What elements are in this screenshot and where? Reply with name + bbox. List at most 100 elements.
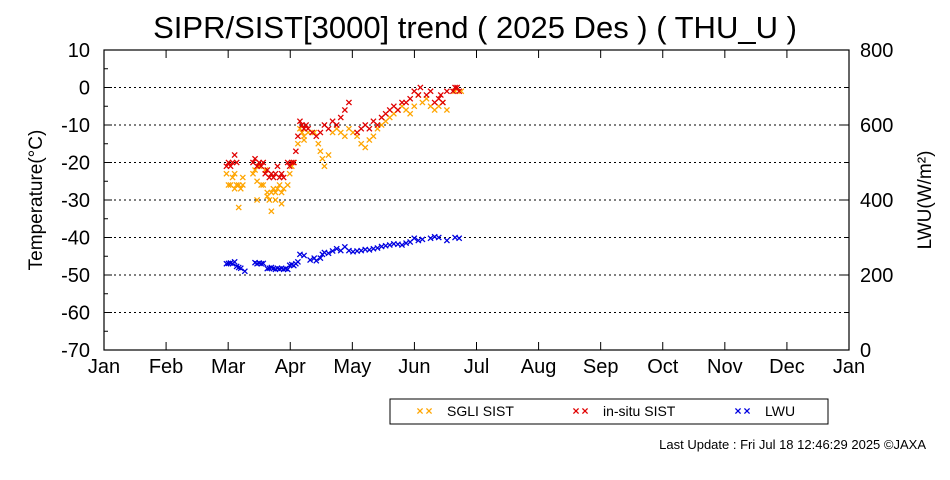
marker-stroke [366,125,373,132]
data-point-in-situ-sist [443,88,450,95]
marker-stroke [337,114,344,121]
data-point-in-situ-sist [227,163,234,170]
marker-stroke [227,259,234,267]
marker-stroke [394,106,401,114]
data-point-sgli-sist [300,136,308,144]
y-tick-label-left: -20 [61,153,90,175]
marker-stroke [333,121,340,129]
legend-item-sgli-sist: SGLI SIST [416,403,514,419]
data-point-sgli-sist [249,170,257,177]
data-point-in-situ-sist [258,163,265,170]
marker-stroke [239,174,246,181]
marker-stroke [386,241,393,249]
data-point-in-situ-sist [270,174,277,181]
data-point-sgli-sist [370,133,377,140]
marker-stroke [270,174,277,181]
marker-stroke [341,133,348,140]
marker-stroke [345,247,352,254]
marker-stroke [284,181,291,189]
marker-stroke [239,181,246,189]
marker-stroke [439,99,446,106]
data-point-in-situ-sist [337,114,344,121]
marker-stroke [427,88,434,95]
marker-stroke [237,265,244,272]
data-point-in-situ-sist [303,121,310,129]
marker-stroke [411,235,418,242]
y-tick-label-right: 200 [860,265,893,287]
y-tick-label-right: 0 [860,340,871,362]
marker-stroke [416,407,424,415]
marker-stroke [572,407,580,415]
data-point-lwu [333,245,340,252]
marker-stroke [317,148,324,155]
marker-stroke [260,260,267,267]
marker-stroke [278,170,285,177]
marker-stroke [456,88,463,95]
data-point-lwu [443,237,450,244]
data-point-in-situ-sist [456,88,463,95]
data-point-in-situ-sist [280,174,287,181]
x-tick-label: Jun [398,356,430,378]
marker-stroke [329,247,336,255]
marker-stroke [382,242,389,249]
data-point-sgli-sist [260,181,267,189]
data-point-lwu [296,251,304,258]
data-point-in-situ-sist [427,88,434,95]
legend-marker [581,407,589,415]
marker-stroke [264,265,271,272]
marker-stroke [294,133,301,140]
data-point-sgli-sist [254,196,261,204]
chart-title: SIPR/SIST[3000] trend ( 2025 Des ) ( THU… [153,10,797,45]
marker-stroke [443,237,450,244]
marker-stroke [300,252,308,259]
y-axis-label-right: LWU(W/m²) [915,151,936,250]
marker-stroke [581,407,589,415]
data-point-sgli-sist [294,140,301,147]
data-point-in-situ-sist [278,170,285,177]
data-point-sgli-sist [223,170,230,177]
marker-stroke [325,151,332,159]
data-point-sgli-sist [278,200,285,207]
marker-stroke [260,159,267,166]
data-point-in-situ-sist [407,95,414,102]
marker-stroke [258,163,265,170]
marker-stroke [268,208,275,215]
x-tick-label: Jul [464,356,490,378]
y-tick-label-left: -40 [61,228,90,250]
data-point-in-situ-sist [345,99,352,106]
marker-stroke [241,268,248,275]
legend-item-lwu: LWU [734,403,795,419]
marker-stroke [311,129,318,136]
marker-stroke [415,237,422,244]
data-point-sgli-sist [229,174,236,181]
data-point-lwu [403,240,410,247]
marker-stroke [258,181,265,189]
legend-marker [416,407,424,415]
marker-stroke [258,260,265,267]
data-point-sgli-sist [266,196,273,204]
marker-stroke [303,121,310,129]
legend-marker [425,407,433,415]
marker-stroke [321,121,328,129]
data-point-sgli-sist [239,181,246,189]
marker-stroke [370,133,377,140]
data-point-in-situ-sist [292,148,299,155]
data-point-in-situ-sist [341,106,348,114]
marker-stroke [458,88,465,95]
marker-stroke [319,155,326,162]
marker-stroke [274,185,281,192]
marker-stroke [288,159,295,166]
x-tick-label: Aug [521,356,557,378]
data-point-lwu [241,268,248,275]
data-point-sgli-sist [272,196,279,204]
data-point-lwu [419,236,426,243]
data-point-in-situ-sist [366,125,373,132]
marker-stroke [231,151,238,159]
data-point-sgli-sist [321,163,328,170]
marker-stroke [390,103,397,110]
marker-stroke [278,189,285,196]
data-point-lwu [258,260,265,267]
marker-stroke [325,250,332,257]
data-point-sgli-sist [237,185,244,192]
